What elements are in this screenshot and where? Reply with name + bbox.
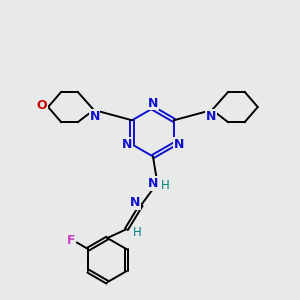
Text: N: N [174, 138, 184, 151]
Text: F: F [67, 235, 76, 248]
Text: H: H [161, 179, 170, 192]
Text: H: H [132, 226, 141, 239]
Text: N: N [148, 177, 158, 190]
Text: N: N [206, 110, 216, 123]
Text: N: N [122, 138, 132, 151]
Text: N: N [148, 97, 158, 110]
Text: O: O [36, 99, 47, 112]
Text: N: N [130, 196, 140, 209]
Text: N: N [89, 110, 100, 123]
